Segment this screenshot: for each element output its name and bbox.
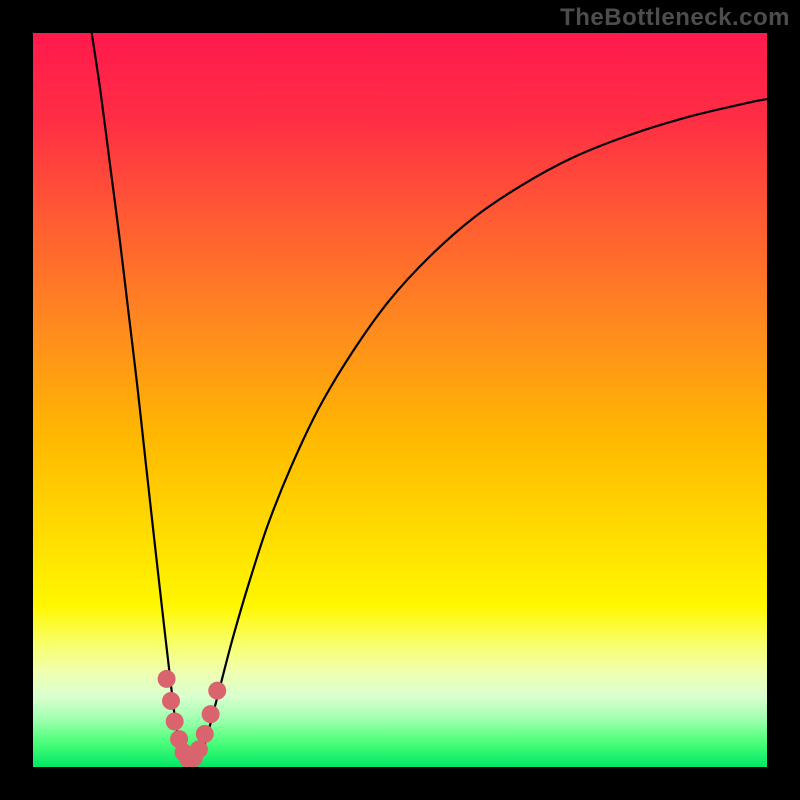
watermark-text: TheBottleneck.com bbox=[560, 4, 790, 32]
marker-dot bbox=[202, 705, 220, 723]
marker-dot bbox=[158, 670, 176, 688]
gradient-background bbox=[33, 33, 767, 767]
marker-dot bbox=[162, 692, 180, 710]
bottleneck-chart bbox=[0, 0, 800, 800]
marker-dot bbox=[190, 740, 208, 758]
marker-dot bbox=[196, 725, 214, 743]
marker-dot bbox=[208, 682, 226, 700]
chart-frame: TheBottleneck.com bbox=[0, 0, 800, 800]
marker-dot bbox=[166, 712, 184, 730]
